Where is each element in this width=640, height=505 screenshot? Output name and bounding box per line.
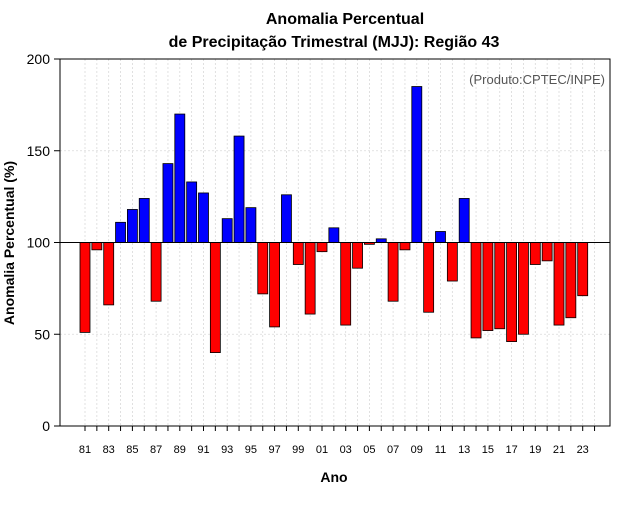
x-axis-title: Ano	[320, 469, 347, 485]
bar-99	[292, 242, 304, 265]
bar-82	[91, 242, 103, 251]
y-tick-label: 0	[42, 418, 50, 434]
x-tick-label: 87	[150, 444, 162, 456]
bar-93	[221, 218, 233, 243]
x-tick-label: 19	[529, 444, 541, 456]
chart-title: Anomalia Percentual	[266, 11, 424, 28]
bar-87	[150, 242, 162, 302]
bar-06	[375, 238, 387, 243]
x-tick-label: 81	[79, 444, 91, 456]
y-tick-label: 50	[34, 326, 50, 342]
bar-02	[328, 227, 340, 243]
x-tick-label: 97	[268, 444, 280, 456]
bar-04	[352, 242, 363, 269]
bar-83	[103, 242, 115, 306]
x-tick-label: 95	[245, 444, 257, 456]
grid-layer	[60, 58, 610, 427]
bar-17	[506, 242, 518, 342]
bar-90	[186, 181, 198, 243]
bar-16	[494, 242, 506, 330]
x-tick-label: 13	[458, 444, 470, 456]
bar-21	[553, 242, 565, 326]
x-tick-label: 11	[435, 444, 446, 456]
credit-annotation: (Produto:CPTEC/INPE)	[469, 72, 605, 87]
bar-89	[174, 113, 186, 243]
chart-subtitle: de Precipitação Trimestral (MJJ): Região…	[169, 34, 500, 51]
bar-10	[423, 242, 435, 313]
x-tick-label: 89	[174, 444, 186, 456]
bar-85	[127, 209, 138, 243]
x-tick-label: 15	[482, 444, 494, 456]
x-tick-label: 07	[387, 444, 399, 456]
y-tick-label: 150	[27, 143, 51, 159]
bar-13	[458, 198, 470, 243]
bar-19	[529, 242, 541, 265]
x-tick-label: 17	[505, 444, 517, 456]
bar-91	[198, 192, 209, 243]
bar-84	[115, 221, 126, 243]
bar-18	[518, 242, 529, 335]
x-tick-label: 05	[363, 444, 375, 456]
bar-94	[233, 135, 245, 243]
bar-20	[541, 242, 553, 262]
x-tick-label: 83	[103, 444, 115, 456]
x-tick-label: 23	[577, 444, 589, 456]
bar-86	[138, 198, 150, 243]
y-axis: 0 50 100 150 200	[27, 51, 60, 434]
bar-23	[577, 242, 589, 297]
bar-15	[482, 242, 494, 331]
y-tick-label: 200	[27, 51, 51, 67]
y-axis-title: Anomalia Percentual (%)	[1, 161, 17, 325]
bar-08	[399, 242, 411, 251]
x-tick-label: 85	[126, 444, 138, 456]
bar-14	[470, 242, 482, 339]
x-tick-label: 09	[411, 444, 423, 456]
bar-98	[281, 194, 292, 243]
bar-00	[304, 242, 316, 315]
x-tick-label: 21	[553, 444, 565, 456]
bar-22	[565, 242, 577, 319]
x-tick-label: 01	[316, 444, 328, 456]
x-tick-label: 93	[221, 444, 233, 456]
bar-81	[79, 242, 91, 333]
bar-09	[411, 86, 423, 243]
bar-96	[257, 242, 269, 295]
x-tick-label: 03	[340, 444, 352, 456]
x-axis: 81 83 85 87 89 91 93 95 97 99 01 03 05 07 09 11 13 15 17 19…	[79, 426, 596, 456]
bar-95	[245, 207, 257, 243]
bar-layer	[79, 86, 589, 353]
bar-11	[435, 231, 446, 243]
bar-07	[387, 242, 399, 302]
bar-12	[446, 242, 458, 282]
bar-88	[162, 163, 174, 243]
bar-92	[209, 242, 221, 353]
bar-03	[340, 242, 352, 326]
x-tick-label: 99	[292, 444, 304, 456]
bar-01	[316, 242, 328, 253]
y-tick-label: 100	[27, 235, 51, 251]
bar-97	[269, 242, 281, 328]
x-tick-label: 91	[197, 444, 209, 456]
